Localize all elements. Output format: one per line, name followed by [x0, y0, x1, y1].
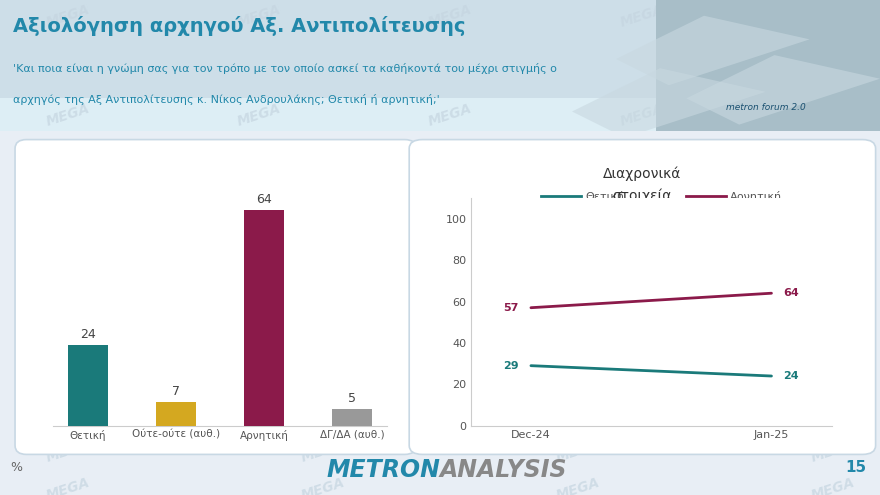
Text: MEGA: MEGA — [44, 438, 92, 465]
Text: Αξιολόγηση αρχηγού Αξ. Αντιπολίτευσης: Αξιολόγηση αρχηγού Αξ. Αντιπολίτευσης — [13, 16, 466, 36]
Text: MEGA: MEGA — [810, 163, 857, 191]
Text: MEGA: MEGA — [427, 102, 474, 129]
Polygon shape — [572, 68, 766, 138]
Text: MEGA: MEGA — [810, 2, 857, 29]
Text: MEGA: MEGA — [554, 163, 602, 191]
Bar — [0, 99, 880, 131]
Text: 7: 7 — [172, 385, 180, 398]
Bar — [68, 345, 107, 426]
Text: MEGA: MEGA — [810, 102, 857, 129]
Text: MEGA: MEGA — [299, 475, 347, 495]
FancyBboxPatch shape — [15, 140, 416, 454]
Text: ANALYSIS: ANALYSIS — [440, 458, 568, 482]
Text: MEGA: MEGA — [44, 2, 92, 29]
Text: στοιχεία: στοιχεία — [612, 189, 672, 203]
Text: %: % — [11, 461, 23, 474]
Bar — [333, 409, 372, 426]
Text: MEGA: MEGA — [236, 102, 282, 129]
Text: 15: 15 — [846, 460, 867, 475]
Text: metron forum 2.0: metron forum 2.0 — [726, 103, 805, 112]
Text: Θετική: Θετική — [585, 191, 624, 201]
Text: MEGA: MEGA — [554, 438, 602, 465]
Text: Διαχρονικά: Διαχρονικά — [603, 166, 682, 181]
Text: MEGA: MEGA — [554, 475, 602, 495]
Text: MEGA: MEGA — [618, 2, 665, 29]
Text: MEGA: MEGA — [44, 475, 92, 495]
Text: MEGA: MEGA — [618, 102, 665, 129]
Text: MEGA: MEGA — [427, 2, 474, 29]
Text: 64: 64 — [783, 288, 799, 298]
FancyBboxPatch shape — [409, 140, 876, 454]
Text: 24: 24 — [783, 371, 799, 381]
Text: MEGA: MEGA — [299, 300, 347, 328]
Text: MEGA: MEGA — [299, 438, 347, 465]
Text: 'Και ποια είναι η γνώμη σας για τον τρόπο με τον οποίο ασκεί τα καθήκοντά του μέ: 'Και ποια είναι η γνώμη σας για τον τρόπ… — [13, 63, 557, 74]
Text: 57: 57 — [503, 303, 519, 313]
Polygon shape — [686, 55, 880, 125]
Text: MEGA: MEGA — [810, 300, 857, 328]
Text: 24: 24 — [80, 328, 96, 341]
Text: Αρνητική: Αρνητική — [730, 191, 782, 201]
Text: MEGA: MEGA — [44, 102, 92, 129]
Polygon shape — [616, 16, 810, 85]
Bar — [156, 402, 195, 426]
Text: αρχηγός της Αξ Αντιπολίτευσης κ. Νίκος Ανδρουλάκης; Θετική ή αρνητική;': αρχηγός της Αξ Αντιπολίτευσης κ. Νίκος Α… — [13, 95, 440, 105]
Text: MEGA: MEGA — [299, 163, 347, 191]
Text: MEGA: MEGA — [44, 300, 92, 328]
Text: MEGA: MEGA — [810, 475, 857, 495]
Text: MEGA: MEGA — [44, 163, 92, 191]
Text: 5: 5 — [348, 392, 356, 405]
Text: METRON: METRON — [326, 458, 440, 482]
Bar — [245, 210, 284, 426]
Bar — [656, 0, 880, 131]
Text: MEGA: MEGA — [810, 438, 857, 465]
Text: MEGA: MEGA — [236, 2, 282, 29]
Text: MEGA: MEGA — [554, 300, 602, 328]
Text: 64: 64 — [256, 194, 272, 206]
Text: 29: 29 — [503, 361, 519, 371]
